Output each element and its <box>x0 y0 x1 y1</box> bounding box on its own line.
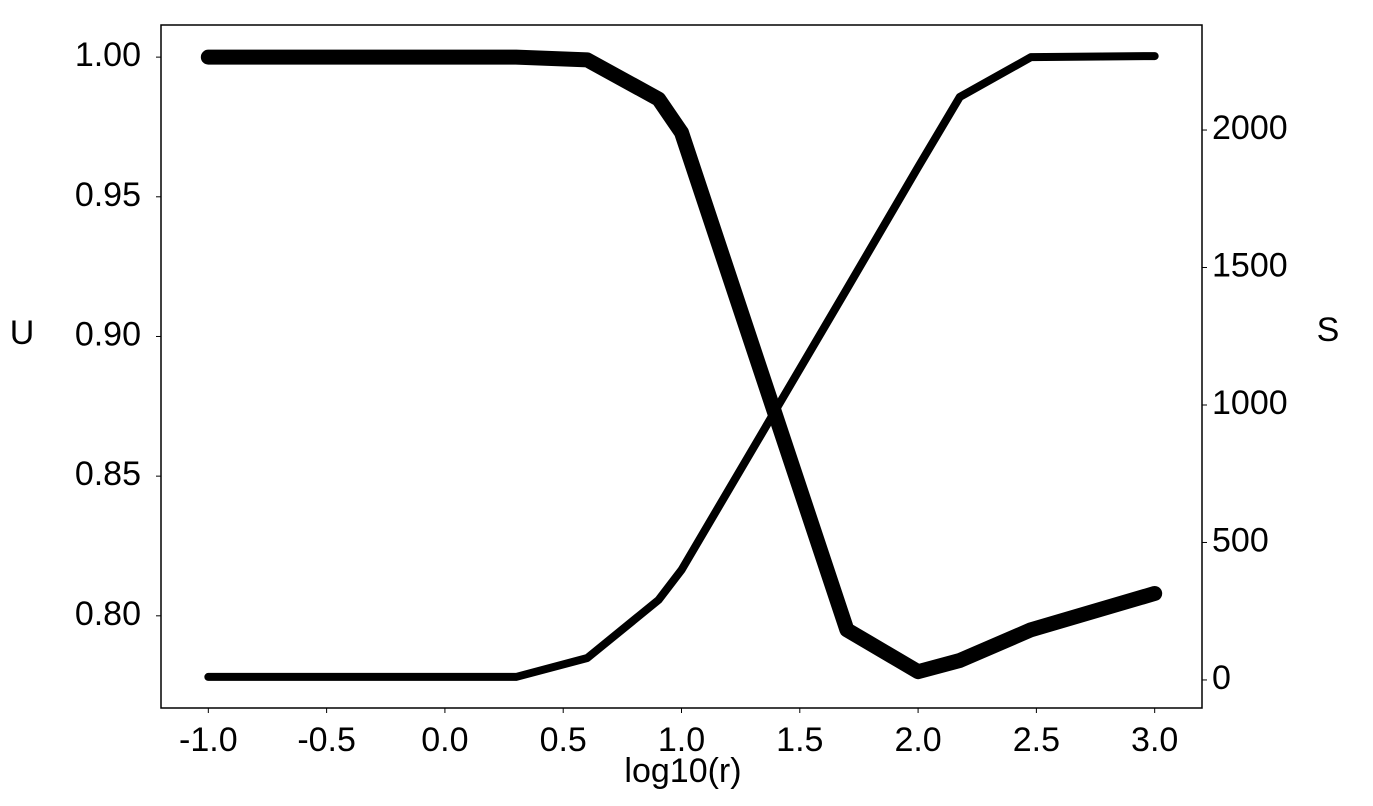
x-tick-label: -0.5 <box>297 721 356 759</box>
x-tick-label: 0.5 <box>540 721 587 759</box>
y-tick-label: 0.95 <box>75 176 141 214</box>
y-tick-label: 0.90 <box>75 315 141 353</box>
x-tick-label: 1.0 <box>658 721 705 759</box>
x-tick-label: 2.0 <box>894 721 941 759</box>
x-tick-label: -1.0 <box>179 721 238 759</box>
y2-tick-label: 2000 <box>1212 109 1288 147</box>
y2-tick-label: 1500 <box>1212 246 1288 284</box>
y-tick-label: 1.00 <box>75 36 141 74</box>
x-axis-label: log10(r) <box>624 752 741 790</box>
y2-tick-label: 0 <box>1212 659 1231 697</box>
data-line <box>200 49 1163 680</box>
x-tick-label: 3.0 <box>1131 721 1178 759</box>
x-tick-label: 2.5 <box>1013 721 1060 759</box>
y2-tick-label: 1000 <box>1212 384 1288 422</box>
y-tick-label: 0.80 <box>75 595 141 633</box>
y2-tick-label: 500 <box>1212 521 1269 559</box>
y2-axis-label: S <box>1317 311 1340 349</box>
x-tick-label: 1.5 <box>776 721 823 759</box>
y-axis-label: U <box>10 314 35 352</box>
x-tick-label: 0.0 <box>421 721 468 759</box>
y-tick-label: 0.85 <box>75 455 141 493</box>
data-line <box>204 52 1159 681</box>
